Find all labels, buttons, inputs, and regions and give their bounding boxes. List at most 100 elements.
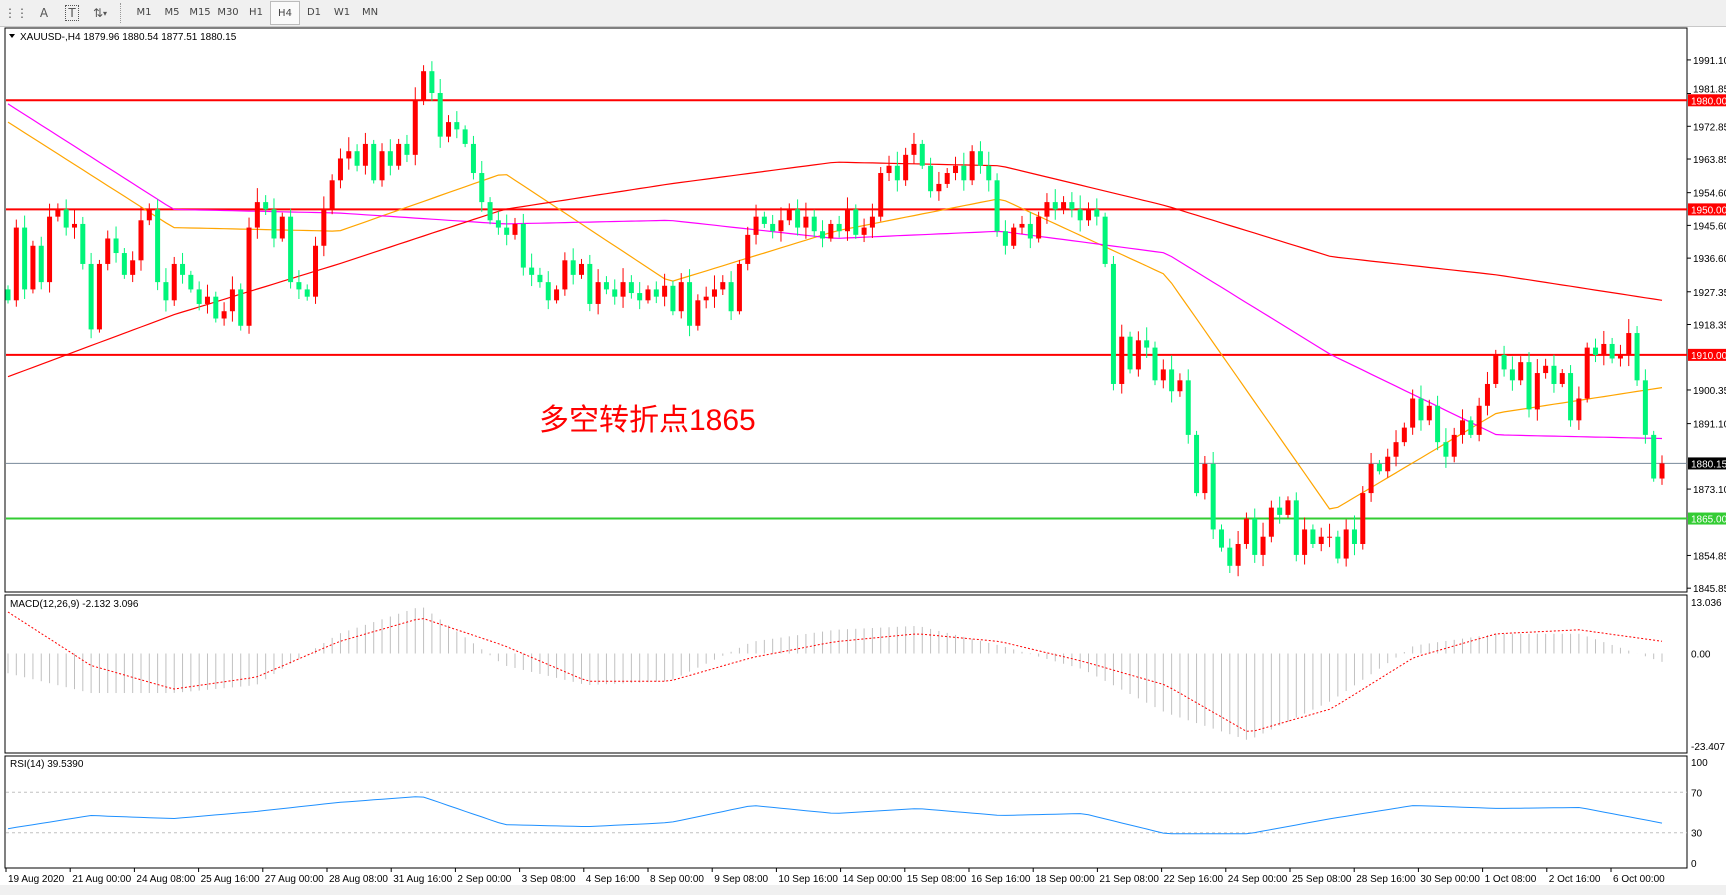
timeframe-h4[interactable]: H4 [270,1,300,25]
price-tick-label: 1845.85 [1693,584,1726,595]
candle-body [396,143,402,166]
moving-average-slow [7,161,1663,378]
price-label-bg [1688,94,1726,107]
candle-body [1493,354,1499,384]
candle-body [695,300,701,326]
rsi-tick-label: 30 [1691,829,1703,840]
candle-body [462,129,468,144]
candle-body [495,220,501,228]
candle-body [412,100,418,155]
annotation-text[interactable]: 多空转折点1865 [539,404,756,437]
candle-body [820,231,826,239]
macd-pane-frame [4,594,1688,754]
candle-body [470,143,476,174]
timeframe-d1[interactable]: D1 [306,6,322,18]
candle-body [304,289,310,297]
candle-body [1343,529,1349,559]
time-tick-label: 31 Aug 16:00 [393,874,452,885]
candle-body [1626,333,1632,355]
candle-body [703,296,709,301]
candle-body [1144,340,1150,348]
candle-body [263,202,269,210]
timeframe-w1[interactable]: W1 [333,6,351,18]
text-icon[interactable]: A [39,6,49,20]
timeframe-m15[interactable]: M15 [189,6,211,18]
candle-body [437,93,443,137]
candle-body [1551,365,1557,384]
candle-body [1002,231,1008,246]
candle-body [1426,405,1432,421]
timeframe-m30[interactable]: M30 [217,6,239,18]
text-label-icon[interactable]: T [60,2,84,24]
price-tick-label: 1991.10 [1693,56,1726,67]
candle-body [869,216,875,228]
collapse-triangle-icon[interactable] [9,34,15,38]
candle-body [620,282,626,297]
timeframe-m5[interactable]: M5 [164,6,180,18]
candle-body [745,234,751,264]
timeframe-mn[interactable]: MN [361,6,379,18]
candle-body [1293,500,1299,555]
candle-body [861,227,867,235]
candle-body [853,209,859,235]
time-tick-label: 24 Sep 00:00 [1228,874,1288,885]
candle-body [354,151,360,166]
candle-body [936,183,942,192]
candle-body [844,209,850,232]
candle-body [1559,373,1565,384]
time-tick-label: 30 Sep 00:00 [1420,874,1480,885]
candle-body [113,238,119,254]
candle-body [254,202,260,228]
candle-body [1169,369,1175,392]
moving-average-mid [7,103,1663,440]
candle-body [1086,209,1092,221]
price-label-bg [1688,348,1726,361]
candle-body [1451,434,1457,457]
timeframe-m1[interactable]: M1 [136,6,152,18]
price-label: 1880.15 [1691,459,1726,470]
candle-body [1634,333,1640,381]
time-tick-label: 2 Oct 16:00 [1549,874,1601,885]
arrows-icon[interactable]: ⇅ ▾ [92,6,108,20]
candle-body [994,180,1000,232]
candle-body [1102,216,1108,264]
candle-body [1235,543,1241,566]
rsi-tick-label: 70 [1691,788,1703,799]
candle-body [1011,227,1017,246]
toolbar: ⋮⋮ A T ⇅ ▾ M1 M5 M15 M30 H1 H4 D1 W1 MN [0,0,1726,27]
candle-body [1052,202,1058,210]
candle-body [213,296,219,319]
candle-body [736,263,742,312]
candle-body [512,223,518,235]
candle-body [105,238,111,264]
candle-body [1393,442,1399,457]
candle-body [1069,202,1075,210]
candle-body [71,223,77,228]
candle-body [1202,463,1208,494]
candle-body [1509,369,1515,381]
candle-body [1160,369,1166,381]
candle-body [811,216,817,232]
time-tick-label: 1 Oct 08:00 [1485,874,1537,885]
candle-body [63,209,69,228]
toolbar-divider [120,3,122,23]
candle-body [1351,529,1357,544]
candle-body [30,245,36,290]
candle-body [429,71,435,94]
candle-body [1484,383,1490,406]
candle-body [1518,362,1524,381]
price-label-bg [1688,203,1726,216]
time-tick-label: 21 Sep 08:00 [1099,874,1159,885]
timeframe-h1[interactable]: H1 [249,6,263,18]
candle-body [146,209,152,221]
candle-body [1601,343,1607,355]
candle-body [346,151,352,159]
candle-body [1044,202,1050,217]
time-tick-label: 15 Sep 08:00 [907,874,967,885]
candle-body [1418,398,1424,421]
candle-body [155,209,161,283]
candle-body [670,285,676,312]
grid-icon[interactable]: ⋮⋮ [4,6,28,20]
